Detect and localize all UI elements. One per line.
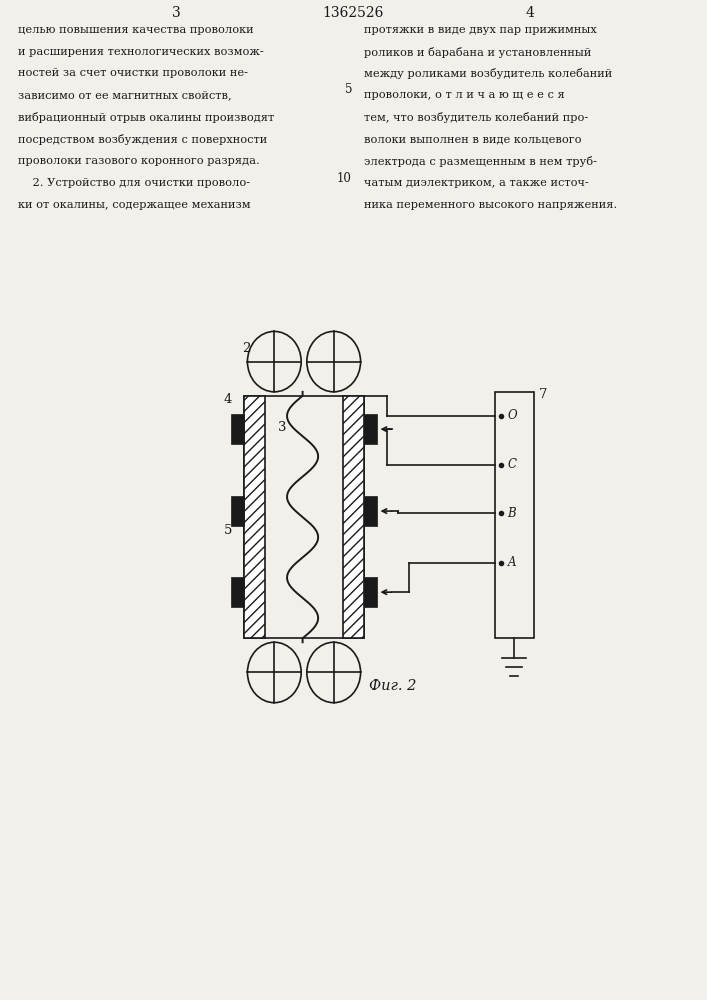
Bar <box>364 496 377 526</box>
Text: целью повышения качества проволоки: целью повышения качества проволоки <box>18 25 253 35</box>
Text: 7: 7 <box>539 388 547 401</box>
Text: 1362526: 1362526 <box>323 6 384 20</box>
Bar <box>244 396 364 638</box>
Text: 4: 4 <box>526 6 534 20</box>
Text: B: B <box>508 507 516 520</box>
Bar <box>343 396 364 638</box>
Text: тем, что возбудитель колебаний про-: тем, что возбудитель колебаний про- <box>364 112 588 123</box>
Text: 5: 5 <box>223 524 232 537</box>
Text: роликов и барабана и установленный: роликов и барабана и установленный <box>364 47 592 58</box>
Text: ника переменного высокого напряжения.: ника переменного высокого напряжения. <box>364 200 617 210</box>
Text: ки от окалины, содержащее механизм: ки от окалины, содержащее механизм <box>18 200 250 210</box>
Text: 3: 3 <box>278 421 286 434</box>
Text: C: C <box>508 458 517 471</box>
Text: O: O <box>508 409 518 422</box>
Bar <box>231 496 244 526</box>
Text: проволоки, о т л и ч а ю щ е е с я: проволоки, о т л и ч а ю щ е е с я <box>364 90 565 100</box>
Text: 10: 10 <box>337 172 352 185</box>
Text: посредством возбуждения с поверхности: посредством возбуждения с поверхности <box>18 134 267 145</box>
Text: вибрационный отрыв окалины производят: вибрационный отрыв окалины производят <box>18 112 274 123</box>
Text: ностей за счет очистки проволоки не-: ностей за счет очистки проволоки не- <box>18 68 247 78</box>
Text: волоки выполнен в виде кольцевого: волоки выполнен в виде кольцевого <box>364 134 582 144</box>
Bar <box>231 577 244 607</box>
Text: проволоки газового коронного разряда.: проволоки газового коронного разряда. <box>18 156 259 166</box>
Text: чатым диэлектриком, а также источ-: чатым диэлектриком, а также источ- <box>364 178 589 188</box>
Text: зависимо от ее магнитных свойств,: зависимо от ее магнитных свойств, <box>18 90 231 100</box>
Text: 5: 5 <box>345 83 352 96</box>
Bar <box>231 414 244 444</box>
Text: Фиг. 2: Фиг. 2 <box>368 679 416 693</box>
Text: 2. Устройство для очистки проволо-: 2. Устройство для очистки проволо- <box>18 178 250 188</box>
Text: 3: 3 <box>173 6 181 20</box>
Text: и расширения технологических возмож-: и расширения технологических возмож- <box>18 47 264 57</box>
Bar <box>364 414 377 444</box>
Text: A: A <box>508 556 516 569</box>
Text: 2: 2 <box>243 342 251 355</box>
Text: электрода с размещенным в нем труб-: электрода с размещенным в нем труб- <box>364 156 597 167</box>
Text: 4: 4 <box>223 393 232 406</box>
Bar <box>495 392 534 638</box>
Text: протяжки в виде двух пар прижимных: протяжки в виде двух пар прижимных <box>364 25 597 35</box>
Bar <box>244 396 265 638</box>
Text: между роликами возбудитель колебаний: между роликами возбудитель колебаний <box>364 68 612 79</box>
Bar <box>364 577 377 607</box>
